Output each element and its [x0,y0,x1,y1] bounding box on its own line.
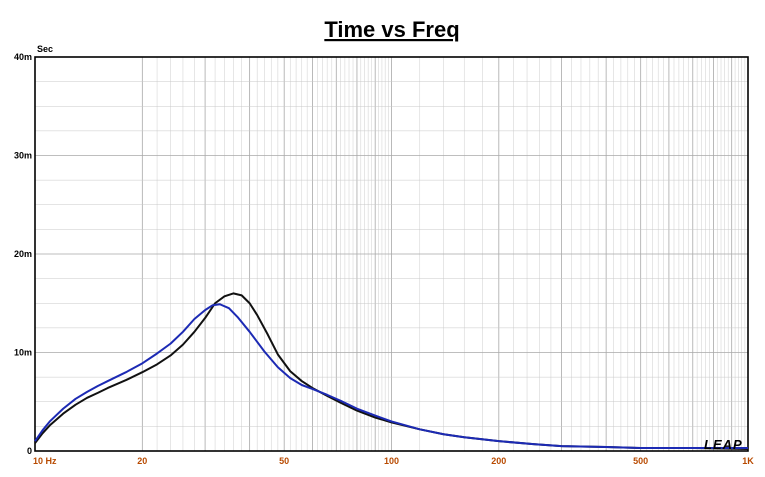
y-tick-label: 30m [14,151,32,161]
chart-title: Time vs Freq [324,17,459,42]
leap-logo: LEAP [704,437,743,452]
y-tick-label: 40m [14,52,32,62]
series-line-2 [34,303,748,450]
series-lines [34,292,749,451]
x-tick-label: 50 [279,456,289,466]
x-tick-label: 10 Hz [33,456,57,466]
x-tick-label: 20 [137,456,147,466]
plot-frame [34,56,749,452]
y-tick-labels: 0 10m 20m 30m 40m [14,52,32,456]
y-tick-label: 20m [14,249,32,259]
x-tick-labels: 10 Hz 20 50 100 200 500 1K [33,456,754,466]
x-tick-label: 1K [742,456,754,466]
x-tick-label: 100 [384,456,399,466]
grid-lines [35,57,748,451]
x-tick-label: 200 [491,456,506,466]
y-tick-label: 10m [14,348,32,358]
svg-text:LEAP: LEAP [704,437,743,452]
y-tick-label: 0 [27,446,32,456]
x-tick-label: 500 [633,456,648,466]
y-axis-unit-label: Sec [37,44,53,54]
